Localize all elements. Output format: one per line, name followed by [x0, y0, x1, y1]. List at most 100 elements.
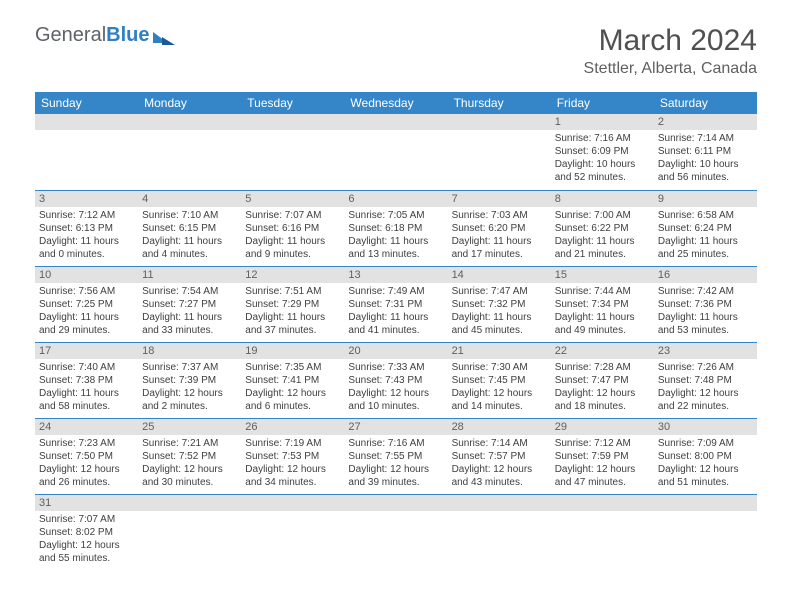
day-details: Sunrise: 7:37 AMSunset: 7:39 PMDaylight:… — [138, 359, 241, 415]
day-number — [138, 114, 241, 130]
day-cell — [654, 494, 757, 570]
day-number: 30 — [654, 419, 757, 435]
day-cell: 28Sunrise: 7:14 AMSunset: 7:57 PMDayligh… — [448, 418, 551, 494]
day-details: Sunrise: 7:19 AMSunset: 7:53 PMDaylight:… — [241, 435, 344, 491]
page-title: March 2024 — [584, 24, 757, 58]
day-number: 20 — [344, 343, 447, 359]
day-number: 16 — [654, 267, 757, 283]
day-number: 6 — [344, 191, 447, 207]
day-cell: 8Sunrise: 7:00 AMSunset: 6:22 PMDaylight… — [551, 190, 654, 266]
day-number — [448, 495, 551, 511]
week-row: 17Sunrise: 7:40 AMSunset: 7:38 PMDayligh… — [35, 342, 757, 418]
day-number: 2 — [654, 114, 757, 130]
calendar-table: SundayMondayTuesdayWednesdayThursdayFrid… — [35, 92, 757, 570]
week-row: 3Sunrise: 7:12 AMSunset: 6:13 PMDaylight… — [35, 190, 757, 266]
day-number: 7 — [448, 191, 551, 207]
day-number: 29 — [551, 419, 654, 435]
day-cell: 30Sunrise: 7:09 AMSunset: 8:00 PMDayligh… — [654, 418, 757, 494]
day-details: Sunrise: 7:14 AMSunset: 7:57 PMDaylight:… — [448, 435, 551, 491]
day-number — [654, 495, 757, 511]
week-row: 31Sunrise: 7:07 AMSunset: 8:02 PMDayligh… — [35, 494, 757, 570]
day-cell: 23Sunrise: 7:26 AMSunset: 7:48 PMDayligh… — [654, 342, 757, 418]
day-header: Saturday — [654, 92, 757, 114]
day-header-row: SundayMondayTuesdayWednesdayThursdayFrid… — [35, 92, 757, 114]
day-cell — [448, 114, 551, 190]
day-number: 21 — [448, 343, 551, 359]
day-number: 23 — [654, 343, 757, 359]
day-cell: 1Sunrise: 7:16 AMSunset: 6:09 PMDaylight… — [551, 114, 654, 190]
day-details — [448, 511, 551, 569]
day-number: 1 — [551, 114, 654, 130]
day-number: 22 — [551, 343, 654, 359]
day-details: Sunrise: 7:54 AMSunset: 7:27 PMDaylight:… — [138, 283, 241, 339]
day-cell: 20Sunrise: 7:33 AMSunset: 7:43 PMDayligh… — [344, 342, 447, 418]
day-cell: 4Sunrise: 7:10 AMSunset: 6:15 PMDaylight… — [138, 190, 241, 266]
day-number: 11 — [138, 267, 241, 283]
day-cell: 3Sunrise: 7:12 AMSunset: 6:13 PMDaylight… — [35, 190, 138, 266]
day-details — [344, 511, 447, 569]
day-number — [35, 114, 138, 130]
day-number — [138, 495, 241, 511]
day-details: Sunrise: 7:00 AMSunset: 6:22 PMDaylight:… — [551, 207, 654, 263]
day-details — [344, 130, 447, 188]
day-details: Sunrise: 7:09 AMSunset: 8:00 PMDaylight:… — [654, 435, 757, 491]
day-header: Monday — [138, 92, 241, 114]
day-details: Sunrise: 7:33 AMSunset: 7:43 PMDaylight:… — [344, 359, 447, 415]
day-cell: 16Sunrise: 7:42 AMSunset: 7:36 PMDayligh… — [654, 266, 757, 342]
day-number: 28 — [448, 419, 551, 435]
day-cell: 14Sunrise: 7:47 AMSunset: 7:32 PMDayligh… — [448, 266, 551, 342]
day-number: 27 — [344, 419, 447, 435]
day-number: 15 — [551, 267, 654, 283]
day-cell: 15Sunrise: 7:44 AMSunset: 7:34 PMDayligh… — [551, 266, 654, 342]
day-number: 3 — [35, 191, 138, 207]
day-details: Sunrise: 7:30 AMSunset: 7:45 PMDaylight:… — [448, 359, 551, 415]
day-details — [654, 511, 757, 569]
day-number — [344, 495, 447, 511]
day-number: 14 — [448, 267, 551, 283]
day-cell — [344, 494, 447, 570]
day-details: Sunrise: 7:44 AMSunset: 7:34 PMDaylight:… — [551, 283, 654, 339]
day-number: 19 — [241, 343, 344, 359]
day-number: 31 — [35, 495, 138, 511]
day-number: 26 — [241, 419, 344, 435]
day-details: Sunrise: 7:40 AMSunset: 7:38 PMDaylight:… — [35, 359, 138, 415]
day-cell: 10Sunrise: 7:56 AMSunset: 7:25 PMDayligh… — [35, 266, 138, 342]
day-number: 9 — [654, 191, 757, 207]
day-number — [241, 114, 344, 130]
day-cell: 24Sunrise: 7:23 AMSunset: 7:50 PMDayligh… — [35, 418, 138, 494]
day-details: Sunrise: 7:51 AMSunset: 7:29 PMDaylight:… — [241, 283, 344, 339]
day-details: Sunrise: 7:23 AMSunset: 7:50 PMDaylight:… — [35, 435, 138, 491]
day-number: 17 — [35, 343, 138, 359]
logo: GeneralBlue — [35, 24, 176, 47]
day-details: Sunrise: 7:21 AMSunset: 7:52 PMDaylight:… — [138, 435, 241, 491]
day-details — [241, 511, 344, 569]
day-details: Sunrise: 7:03 AMSunset: 6:20 PMDaylight:… — [448, 207, 551, 263]
day-cell: 13Sunrise: 7:49 AMSunset: 7:31 PMDayligh… — [344, 266, 447, 342]
day-number: 25 — [138, 419, 241, 435]
day-details: Sunrise: 7:12 AMSunset: 6:13 PMDaylight:… — [35, 207, 138, 263]
flag-icon — [152, 29, 176, 43]
day-details: Sunrise: 7:16 AMSunset: 6:09 PMDaylight:… — [551, 130, 654, 186]
day-details: Sunrise: 7:56 AMSunset: 7:25 PMDaylight:… — [35, 283, 138, 339]
day-cell: 17Sunrise: 7:40 AMSunset: 7:38 PMDayligh… — [35, 342, 138, 418]
day-cell: 6Sunrise: 7:05 AMSunset: 6:18 PMDaylight… — [344, 190, 447, 266]
day-details — [138, 130, 241, 188]
day-cell: 29Sunrise: 7:12 AMSunset: 7:59 PMDayligh… — [551, 418, 654, 494]
day-number: 8 — [551, 191, 654, 207]
day-details: Sunrise: 7:28 AMSunset: 7:47 PMDaylight:… — [551, 359, 654, 415]
day-header: Sunday — [35, 92, 138, 114]
day-cell: 27Sunrise: 7:16 AMSunset: 7:55 PMDayligh… — [344, 418, 447, 494]
day-details — [35, 130, 138, 188]
day-cell: 31Sunrise: 7:07 AMSunset: 8:02 PMDayligh… — [35, 494, 138, 570]
day-details: Sunrise: 7:14 AMSunset: 6:11 PMDaylight:… — [654, 130, 757, 186]
day-details: Sunrise: 7:47 AMSunset: 7:32 PMDaylight:… — [448, 283, 551, 339]
day-cell: 7Sunrise: 7:03 AMSunset: 6:20 PMDaylight… — [448, 190, 551, 266]
day-cell: 25Sunrise: 7:21 AMSunset: 7:52 PMDayligh… — [138, 418, 241, 494]
day-cell: 26Sunrise: 7:19 AMSunset: 7:53 PMDayligh… — [241, 418, 344, 494]
day-number — [241, 495, 344, 511]
week-row: 1Sunrise: 7:16 AMSunset: 6:09 PMDaylight… — [35, 114, 757, 190]
day-cell — [241, 494, 344, 570]
day-details: Sunrise: 7:35 AMSunset: 7:41 PMDaylight:… — [241, 359, 344, 415]
day-cell — [138, 114, 241, 190]
day-details: Sunrise: 7:10 AMSunset: 6:15 PMDaylight:… — [138, 207, 241, 263]
